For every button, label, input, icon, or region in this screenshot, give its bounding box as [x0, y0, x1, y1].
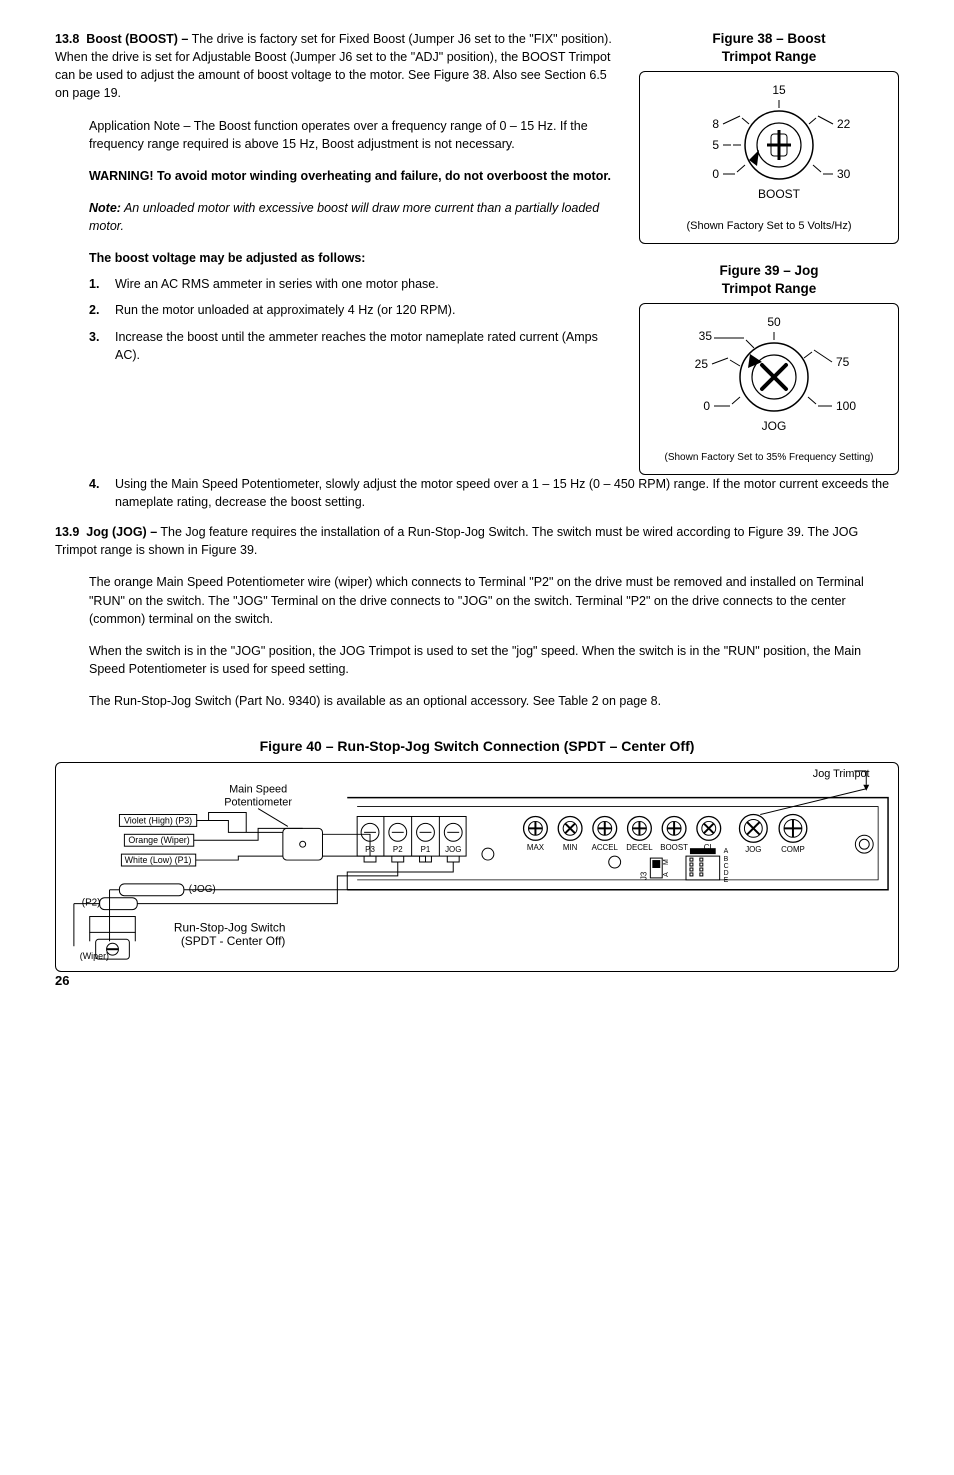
step-1: 1.Wire an AC RMS ammeter in series with … — [89, 275, 619, 293]
s139-p2: The orange Main Speed Potentiometer wire… — [89, 573, 899, 627]
fig38-caption: (Shown Factory Set to 5 Volts/Hz) — [648, 219, 890, 235]
fig39-75: 75 — [836, 355, 850, 369]
note-label: Note: — [89, 201, 121, 215]
s139-p4: The Run-Stop-Jog Switch (Part No. 9340) … — [89, 692, 899, 710]
step4-text: Using the Main Speed Potentiometer, slow… — [115, 475, 899, 511]
fig39-35: 35 — [699, 329, 713, 343]
fig38-label: BOOST — [758, 187, 801, 201]
step-3: 3.Increase the boost until the ammeter r… — [89, 328, 619, 364]
step-2: 2.Run the motor unloaded at approximatel… — [89, 301, 619, 319]
s138-num: 13.8 — [55, 32, 79, 46]
fig38-t1: Figure 38 – Boost — [712, 31, 825, 46]
fig38-15: 15 — [772, 83, 786, 97]
s138-subhead: The boost voltage may be adjusted as fol… — [89, 249, 619, 267]
s138-note: Note: An unloaded motor with excessive b… — [89, 199, 619, 235]
fig38-title: Figure 38 – Boost Trimpot Range — [639, 30, 899, 65]
switch-l1: Run-Stop-Jog Switch — [174, 921, 286, 935]
s139-p1-text: The Jog feature requires the installatio… — [55, 525, 858, 557]
fig39-t2: Trimpot Range — [722, 281, 817, 296]
fig39-t1: Figure 39 – Jog — [719, 263, 818, 278]
svg-text:MIN: MIN — [563, 844, 578, 853]
p2-paren: (P2) — [82, 898, 101, 909]
step1-num: 1. — [89, 275, 115, 293]
fig39-0: 0 — [703, 399, 710, 413]
fig39-50: 50 — [767, 315, 781, 329]
svg-text:ACCEL: ACCEL — [592, 844, 619, 853]
jog-paren: (JOG) — [189, 884, 216, 895]
fig39-box: 0 25 35 50 75 100 JOG (Shown Factory Set… — [639, 303, 899, 475]
step2-text: Run the motor unloaded at approximately … — [115, 301, 619, 319]
s138-title: Boost (BOOST) – — [86, 32, 188, 46]
fig38-8: 8 — [712, 117, 719, 131]
pinE: E — [724, 877, 729, 884]
fig39-100: 100 — [836, 399, 856, 413]
fig38-box: 0 5 8 15 22 30 BOOST (Shown Factory Set … — [639, 71, 899, 244]
fig39-label: JOG — [762, 419, 787, 433]
main-speed-2: Potentiometer — [224, 797, 292, 809]
page-number: 26 — [55, 972, 69, 991]
t-p2: P2 — [393, 846, 403, 855]
main-speed-1: Main Speed — [229, 784, 287, 796]
violet-label: Violet (High) (P3) — [124, 816, 192, 826]
s138-warn: WARNING! To avoid motor winding overheat… — [89, 167, 619, 185]
fig38-30: 30 — [837, 167, 851, 181]
step4-num: 4. — [89, 475, 115, 511]
fig40-title: Figure 40 – Run-Stop-Jog Switch Connecti… — [55, 736, 899, 756]
svg-text:JOG: JOG — [745, 846, 761, 855]
step2-num: 2. — [89, 301, 115, 319]
jA: A — [663, 872, 670, 877]
fig38-t2: Trimpot Range — [722, 49, 817, 64]
jog-trimpot-label: Jog Trimpot — [813, 768, 870, 780]
step3-num: 3. — [89, 328, 115, 364]
switch-l2: (SPDT - Center Off) — [181, 935, 286, 949]
white-label: White (Low) (P1) — [125, 855, 192, 865]
fig39-title: Figure 39 – Jog Trimpot Range — [639, 262, 899, 297]
step3-text: Increase the boost until the ammeter rea… — [115, 328, 619, 364]
fig38-0: 0 — [712, 167, 719, 181]
s138-p2: Application Note – The Boost function op… — [89, 117, 619, 153]
svg-text:BOOST: BOOST — [660, 844, 688, 853]
svg-text:COMP: COMP — [781, 846, 805, 855]
s139-p3: When the switch is in the "JOG" position… — [89, 642, 899, 678]
pinA: A — [724, 849, 729, 856]
svg-text:MAX: MAX — [527, 844, 545, 853]
step-4: 4.Using the Main Speed Potentiometer, sl… — [89, 475, 899, 511]
fig39-25: 25 — [695, 357, 709, 371]
s138-p1: 13.8 Boost (BOOST) – The drive is factor… — [55, 30, 619, 103]
fig40-box: P3 P2 P1 JOG MAXMINACCELDECELBOOSTCLJOGC… — [55, 762, 899, 972]
svg-text:DECEL: DECEL — [626, 844, 653, 853]
note-text: An unloaded motor with excessive boost w… — [89, 201, 599, 233]
fig40-svg: P3 P2 P1 JOG MAXMINACCELDECELBOOSTCLJOGC… — [56, 763, 898, 971]
s139-title: Jog (JOG) – — [86, 525, 157, 539]
s139-p1: 13.9 Jog (JOG) – The Jog feature require… — [55, 523, 899, 559]
t-jog: JOG — [445, 846, 461, 855]
jM: M — [663, 859, 670, 865]
fig39-caption: (Shown Factory Set to 35% Frequency Sett… — [648, 451, 890, 466]
fig38-svg: 0 5 8 15 22 30 BOOST — [659, 80, 879, 210]
s139-num: 13.9 — [55, 525, 79, 539]
fig39-svg: 0 25 35 50 75 100 JOG — [654, 312, 884, 442]
j3-label: J3 — [639, 872, 648, 881]
orange-label: Orange (Wiper) — [128, 836, 189, 846]
wiper-label: (Wiper) — [80, 952, 109, 962]
t-p1: P1 — [421, 846, 431, 855]
step1-text: Wire an AC RMS ammeter in series with on… — [115, 275, 619, 293]
fig38-22: 22 — [837, 117, 851, 131]
fig38-5: 5 — [712, 138, 719, 152]
